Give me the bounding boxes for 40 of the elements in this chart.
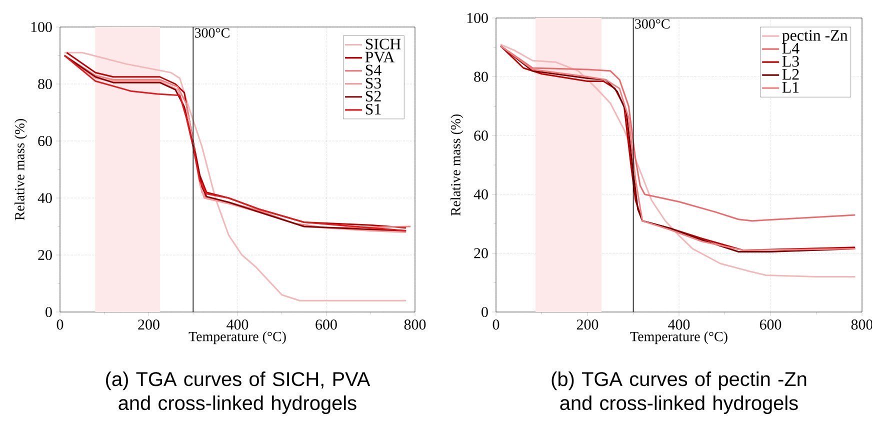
y-tick-label: 80	[474, 72, 488, 82]
legend-label: pectin -Zn	[782, 30, 848, 44]
y-axis-title: Relative mass (%)	[14, 118, 28, 220]
text: (a) TGA curves of SICH, PVA and cross-linked hydrogels	[106, 372, 370, 414]
y-tick-label: 40	[38, 192, 52, 204]
y-axis-title: Relative mass (%)	[450, 114, 464, 216]
y-tick-label: 20	[474, 248, 488, 258]
x-tick-label: 200	[576, 320, 598, 330]
x-tick-label: 0	[56, 320, 64, 330]
y-tick-label: 100	[31, 22, 52, 32]
x-tick-label: 400	[226, 320, 248, 330]
x-axis-title: Temperature (°C)	[630, 331, 728, 344]
legend-label: PVA	[365, 52, 395, 63]
legend-label: L4	[782, 43, 800, 54]
y-tick-label: 60	[474, 130, 488, 141]
legend-label: S1	[366, 104, 381, 115]
legend-label: L3	[782, 56, 799, 67]
y-tick-label: 20	[38, 250, 52, 260]
y-tick-label: 60	[38, 136, 52, 146]
ref-line-label: 300°C	[635, 19, 670, 29]
x-tick-label: 800	[404, 320, 426, 330]
y-tick-label: 40	[474, 189, 488, 200]
x-tick-label: 600	[316, 320, 337, 330]
legend-label: S3	[366, 78, 382, 89]
x-tick-label: 0	[492, 320, 500, 330]
x-tick-label: 600	[760, 320, 782, 330]
ref-line-label: 300°C	[194, 28, 230, 38]
legend-label: SICH	[366, 38, 401, 50]
legend-label: S2	[366, 90, 381, 102]
text: (b) TGA curves of pectin -Zn and cross-linked hydrogels	[552, 372, 806, 414]
x-tick-label: 200	[138, 320, 160, 330]
legend-label: L2	[782, 69, 799, 80]
legend-label: S4	[366, 64, 382, 76]
legend-label: L1	[782, 82, 799, 93]
y-tick-label: 80	[38, 78, 52, 90]
y-tick-label: 100	[467, 12, 488, 24]
y-tick-label: 0	[482, 306, 488, 318]
x-tick-label: 400	[668, 320, 690, 330]
y-tick-label: 0	[46, 306, 52, 318]
x-axis-title: Temperature (°C)	[188, 331, 286, 344]
